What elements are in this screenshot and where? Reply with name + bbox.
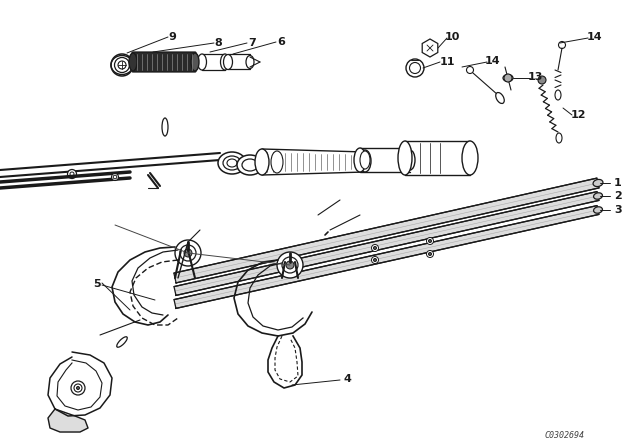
Circle shape	[77, 387, 79, 389]
Polygon shape	[174, 206, 599, 308]
Ellipse shape	[593, 207, 602, 213]
FancyBboxPatch shape	[132, 52, 196, 72]
Text: 1: 1	[614, 178, 622, 188]
Circle shape	[71, 381, 85, 395]
Circle shape	[371, 257, 378, 263]
Text: 3: 3	[614, 205, 622, 215]
Ellipse shape	[255, 149, 269, 175]
Circle shape	[67, 169, 77, 178]
Ellipse shape	[555, 90, 561, 100]
Text: 7: 7	[248, 38, 256, 48]
Circle shape	[111, 54, 133, 76]
Circle shape	[286, 261, 294, 269]
Circle shape	[424, 43, 435, 53]
Ellipse shape	[593, 193, 602, 199]
Ellipse shape	[593, 179, 603, 186]
Circle shape	[175, 240, 201, 266]
Circle shape	[426, 250, 433, 258]
Circle shape	[277, 252, 303, 278]
Ellipse shape	[221, 54, 230, 70]
Text: 5: 5	[93, 279, 101, 289]
Ellipse shape	[246, 56, 254, 69]
Ellipse shape	[223, 55, 232, 69]
Circle shape	[111, 173, 118, 181]
Text: 4: 4	[343, 374, 351, 384]
Ellipse shape	[462, 141, 478, 175]
Ellipse shape	[496, 93, 504, 103]
Text: 2: 2	[614, 191, 622, 201]
Text: 8: 8	[214, 38, 222, 48]
Polygon shape	[174, 192, 599, 295]
Ellipse shape	[129, 53, 137, 71]
Circle shape	[429, 240, 431, 242]
Text: 14: 14	[587, 32, 603, 42]
Circle shape	[374, 258, 376, 262]
Circle shape	[374, 246, 376, 250]
Ellipse shape	[191, 53, 199, 71]
Ellipse shape	[556, 133, 562, 143]
Text: C0302694: C0302694	[545, 431, 585, 439]
Circle shape	[406, 59, 424, 77]
Polygon shape	[48, 409, 88, 432]
Text: 13: 13	[527, 72, 543, 82]
Text: 12: 12	[570, 110, 586, 120]
Circle shape	[184, 249, 192, 257]
Circle shape	[559, 42, 566, 48]
Text: 10: 10	[444, 32, 460, 42]
Text: 14: 14	[485, 56, 501, 66]
Text: 9: 9	[168, 32, 176, 42]
Circle shape	[429, 253, 431, 255]
Ellipse shape	[359, 150, 371, 172]
Circle shape	[467, 66, 474, 73]
Ellipse shape	[162, 118, 168, 136]
Polygon shape	[174, 178, 599, 283]
Ellipse shape	[360, 151, 370, 169]
Circle shape	[371, 245, 378, 251]
Text: 6: 6	[277, 37, 285, 47]
Ellipse shape	[237, 155, 263, 175]
Ellipse shape	[354, 148, 366, 172]
Ellipse shape	[503, 74, 513, 82]
Ellipse shape	[218, 152, 246, 174]
Ellipse shape	[405, 150, 415, 170]
Polygon shape	[422, 39, 438, 57]
Text: 11: 11	[439, 57, 455, 67]
Ellipse shape	[116, 337, 127, 347]
Ellipse shape	[271, 151, 283, 173]
Ellipse shape	[398, 141, 412, 175]
Circle shape	[426, 237, 433, 245]
Circle shape	[538, 76, 546, 84]
Ellipse shape	[198, 54, 207, 70]
Circle shape	[504, 74, 512, 82]
